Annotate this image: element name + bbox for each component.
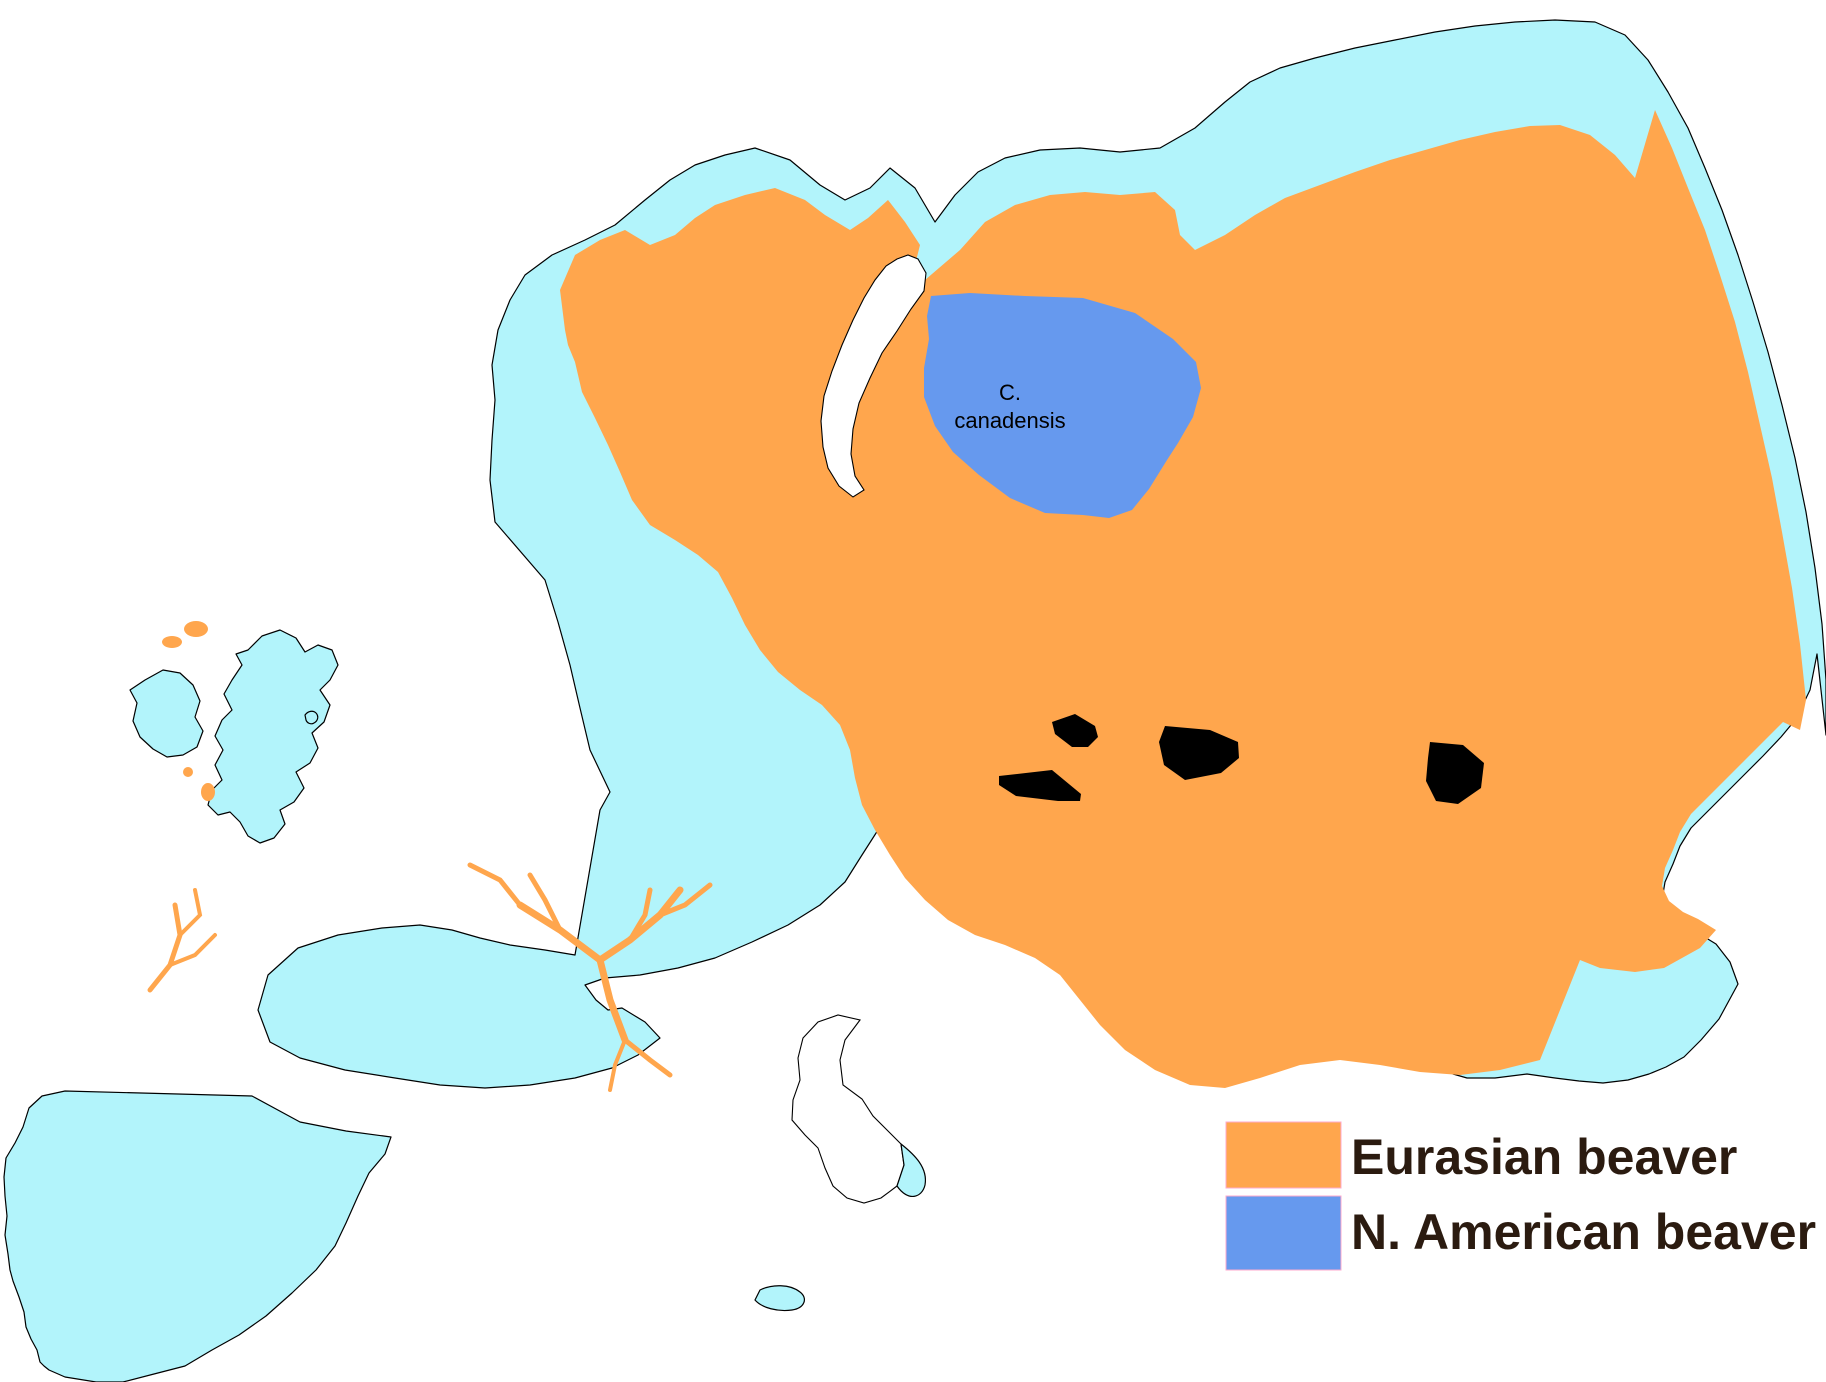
svg-text:N. American beaver: N. American beaver — [1351, 1204, 1816, 1260]
svg-text:C.: C. — [999, 380, 1021, 405]
svg-text:canadensis: canadensis — [954, 408, 1065, 433]
svg-text:Eurasian beaver: Eurasian beaver — [1351, 1129, 1737, 1185]
